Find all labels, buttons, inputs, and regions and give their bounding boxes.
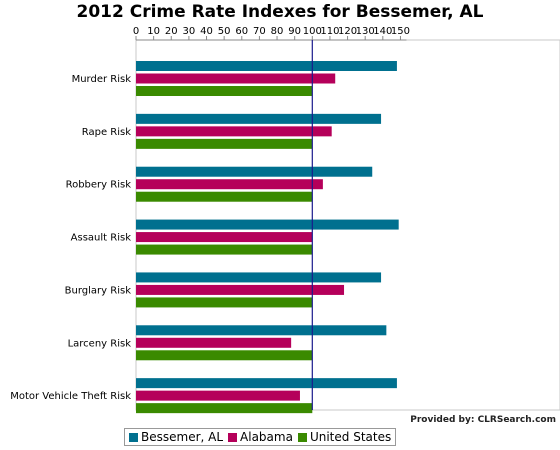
chart-legend: Bessemer, AL Alabama United States xyxy=(124,428,397,446)
bar-larceny-risk-united-states xyxy=(136,350,313,361)
legend-item-united-states: United States xyxy=(297,430,392,444)
x-tick-label-40: 40 xyxy=(200,26,213,37)
bar-rape-risk-bessemer-al xyxy=(136,113,382,124)
category-label-assault-risk: Assault Risk xyxy=(71,233,132,244)
category-labels: Murder Risk Rape Risk Robbery Risk Assault … xyxy=(10,74,131,402)
x-tick-label-80: 80 xyxy=(271,26,284,37)
x-tick-label-140: 140 xyxy=(373,26,392,37)
legend-item-bessemer-al: Bessemer, AL xyxy=(129,430,223,444)
bar-murder-risk-alabama xyxy=(136,73,336,84)
x-tick-label-100: 100 xyxy=(303,26,322,37)
bar-burglary-risk-alabama xyxy=(136,284,345,295)
bar-rape-risk-united-states xyxy=(136,138,313,149)
bar-burglary-risk-united-states xyxy=(136,297,313,308)
x-tick-label-90: 90 xyxy=(288,26,301,37)
bar-larceny-risk-alabama xyxy=(136,337,292,348)
x-tick-label-30: 30 xyxy=(183,26,196,37)
category-label-larceny-risk: Larceny Risk xyxy=(68,338,132,349)
legend-swatch-united-states xyxy=(297,432,307,442)
category-label-motor-vehicle-theft-risk: Motor Vehicle Theft Risk xyxy=(10,391,131,402)
x-tick-label-0: 0 xyxy=(133,26,139,37)
chart-title: 2012 Crime Rate Indexes for Bessemer, AL xyxy=(76,2,484,22)
bar-motor-vehicle-theft-risk-united-states xyxy=(136,403,313,414)
category-label-murder-risk: Murder Risk xyxy=(72,74,132,85)
bar-rape-risk-alabama xyxy=(136,126,332,137)
x-tick-label-120: 120 xyxy=(338,26,357,37)
legend-swatch-alabama xyxy=(228,432,238,442)
legend-item-alabama: Alabama xyxy=(228,430,293,444)
x-tick-label-60: 60 xyxy=(235,26,248,37)
legend-label-united-states: United States xyxy=(309,430,392,444)
bar-robbery-risk-united-states xyxy=(136,191,313,202)
x-tick-label-110: 110 xyxy=(320,26,339,37)
bar-assault-risk-bessemer-al xyxy=(136,219,399,230)
x-tick-label-20: 20 xyxy=(165,26,178,37)
legend-label-alabama: Alabama xyxy=(240,430,293,444)
bar-assault-risk-united-states xyxy=(136,244,313,255)
bar-murder-risk-united-states xyxy=(136,86,313,96)
x-tick-label-10: 10 xyxy=(147,26,160,37)
bar-larceny-risk-bessemer-al xyxy=(136,325,387,336)
bar-assault-risk-alabama xyxy=(136,232,313,243)
x-tick-label-50: 50 xyxy=(218,26,231,37)
category-label-robbery-risk: Robbery Risk xyxy=(66,180,132,191)
provided-by-credit: Provided by: CLRSearch.com xyxy=(410,415,556,425)
x-tick-label-130: 130 xyxy=(356,26,375,37)
bar-motor-vehicle-theft-risk-alabama xyxy=(136,390,300,401)
bar-motor-vehicle-theft-risk-bessemer-al xyxy=(136,378,397,389)
legend-swatch-bessemer-al xyxy=(129,432,138,442)
x-tick-label-150: 150 xyxy=(391,26,410,37)
category-label-burglary-risk: Burglary Risk xyxy=(65,285,132,296)
legend-label-bessemer-al: Bessemer, AL xyxy=(141,430,224,444)
x-tick-label-70: 70 xyxy=(253,26,266,37)
bar-murder-risk-bessemer-al xyxy=(136,61,397,71)
category-label-rape-risk: Rape Risk xyxy=(82,127,131,138)
bar-robbery-risk-alabama xyxy=(136,179,323,190)
bars-group xyxy=(136,61,399,414)
bar-burglary-risk-bessemer-al xyxy=(136,272,382,283)
bar-robbery-risk-bessemer-al xyxy=(136,166,373,177)
